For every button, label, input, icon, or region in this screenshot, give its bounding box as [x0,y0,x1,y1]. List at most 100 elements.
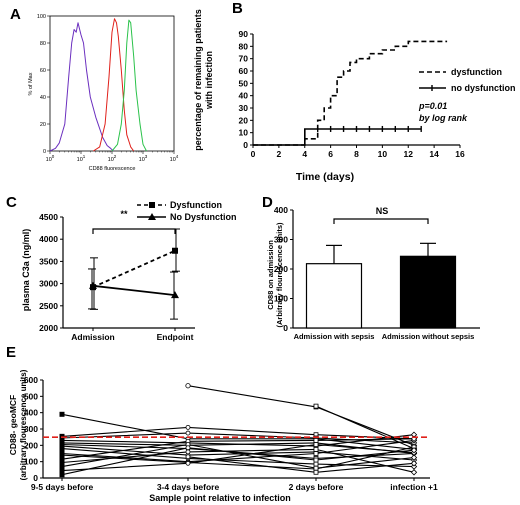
panel-c-marker-no-dysfunction [171,291,179,299]
panel-e-y-tick-label: 100 [24,457,38,467]
panel-label-a: A [10,6,21,23]
panel-b-y-tick-label: 10 [239,128,249,138]
panel-b-y-tick-label: 20 [239,115,249,125]
panel-b-x-tick-label: 8 [354,149,359,159]
panel-e-marker-square-open [313,447,319,452]
panel-e-marker-square [59,452,65,458]
panel-e-marker-diamond [410,447,418,454]
panel-c-marker-no-dysfunction [89,281,97,289]
panel-e-marker-square [59,468,65,474]
panel-e-x-tick-label: infection +1 [390,482,438,492]
panel-e-patient-line [61,438,415,460]
panel-e-patient-line [61,443,415,469]
panel-e-marker-square [59,446,65,452]
panel-e-marker-square-open [313,442,319,447]
panel-b-x-tick-label: 12 [404,149,414,159]
panel-e-marker-square [59,459,65,465]
panel-c-legend-marker-dysfunction [149,202,155,208]
panel-b-x-tick-label: 2 [277,149,282,159]
panel-e-patient-line [187,385,415,446]
panel-c-y-tick-label: 4000 [39,234,58,244]
panel-c-y-label: plasma C3a (ng/ml) [21,229,31,312]
panel-b-y-label-line-2: with infection [204,51,214,110]
panel-b-legend-label-dysfunction: dysfunction [451,67,502,77]
panel-a-histogram-purple [49,22,114,152]
panel-a-x-tick-label: 100 [46,154,55,163]
panel-e-marker-diamond [410,469,418,476]
panel-b-y-tick-label: 70 [239,54,249,64]
panel-e: 0 100 200 300 400 500 600 9-5 days before 3-4 da… [8,369,438,503]
panel-e-y-tick-label: 200 [24,440,38,450]
panel-a-x-tick-label: 102 [108,154,117,163]
panel-b-x-tick-label: 0 [251,149,256,159]
panel-e-marker-circle [185,460,191,466]
panel-b-y-tick-label: 0 [243,140,248,150]
panel-e-marker-square-open [313,461,319,467]
panel-e-marker-square [59,464,65,470]
panel-c-legend-label-dysfunction: Dysfunction [170,200,222,210]
panel-d-y-label-line-1: CD88 on admission [266,240,275,310]
panel-e-patient-line [61,448,415,473]
panel-e-y-tick-label: 0 [33,473,38,483]
panel-a-y-tick-label: 100 [37,14,46,20]
panel-d-y-label-line-2: (Arbitrary flourescence units) [275,222,284,328]
panel-e-marker-square [59,472,65,478]
panel-c-significance-bracket [92,228,176,234]
panel-b-y-tick-label: 30 [239,103,249,113]
panel-a-y-tick-label: 80 [40,41,46,47]
panel-e-patient-line [61,426,415,440]
panel-d: 0 100 200 300 400 Admission with sepsis Admis… [266,205,480,341]
panel-e-y-label-group: CD88- geoMCF (arbitrary flourescence uni… [8,369,28,480]
panel-a-y-tick-label: 60 [40,68,46,74]
panel-e-marker-circle [185,445,191,451]
panel-e-marker-square [59,456,65,462]
panel-a-x-tick-label: 104 [170,154,179,163]
panel-label-e: E [6,344,16,361]
panel-e-x-tick-label: 3-4 days before [157,482,220,492]
panel-d-x-tick-label: Admission without sepsis [382,332,475,341]
panel-b-series-dysfunction [253,40,448,146]
panel-e-marker-square [59,411,65,417]
panel-e-marker-square-open [313,451,319,456]
panel-c-significance: ** [120,209,128,219]
panel-b-y-label-group: percentage of remaining patients with in… [193,9,214,151]
panel-c-y-tick-label: 2500 [39,301,58,311]
panel-d-bar [305,263,363,329]
panel-e-marker-circle [185,383,191,389]
panel-b-y-tick-label: 40 [239,91,249,101]
panel-b-test-name: by log rank [419,113,468,123]
panel-c-series-dysfunction [92,249,176,289]
panel-e-y-tick-label: 600 [24,375,38,385]
panel-c-marker-dysfunction [172,247,178,254]
panel-e-marker-circle [185,424,191,430]
panel-e-marker-diamond [410,460,418,467]
panel-e-x-tick-label: 2 days before [289,482,344,492]
panel-c-x-tick-label: Endpoint [157,332,194,342]
panel-d-ns-label: NS [376,206,389,216]
panel-b-y-tick-label: 90 [239,29,249,39]
panel-d-y-tick-label: 200 [274,264,288,274]
panel-e-y-tick-label: 300 [24,424,38,434]
panel-c-y-tick-label: 3500 [39,256,58,266]
panel-label-b: B [232,0,243,17]
panel-c-y-tick-label: 2000 [39,323,58,333]
panel-c: 2000 2500 3000 3500 4000 4500 Admission Endpoin… [21,200,237,342]
panel-c-y-tick-label: 3000 [39,279,58,289]
panel-b-series-no-dysfunction [253,128,422,146]
panel-e-marker-circle [185,449,191,455]
panel-b-x-label: Time (days) [296,171,354,183]
panel-e-patient-line [315,405,415,450]
panel-b-p-value: p=0.01 [418,101,447,111]
panel-e-patient-line [61,413,415,450]
panel-b-legend-label-no-dysfunction: no dysfunction [451,83,516,93]
panel-a-x-tick-label: 103 [139,154,148,163]
panel-a-histogram-red [93,18,135,152]
panel-e-marker-square-open [313,438,319,443]
panel-e-y-tick-label: 500 [24,391,38,401]
panel-c-y-tick-label: 4500 [39,212,58,222]
panel-e-marker-square-open [313,457,319,463]
panel-a: 0 20 40 60 80 100 100 101 102 103 104 CD88 fluores… [28,14,179,172]
panel-e-x-tick-label: 9-5 days before [31,482,94,492]
panel-d-y-tick-label: 100 [274,294,288,304]
